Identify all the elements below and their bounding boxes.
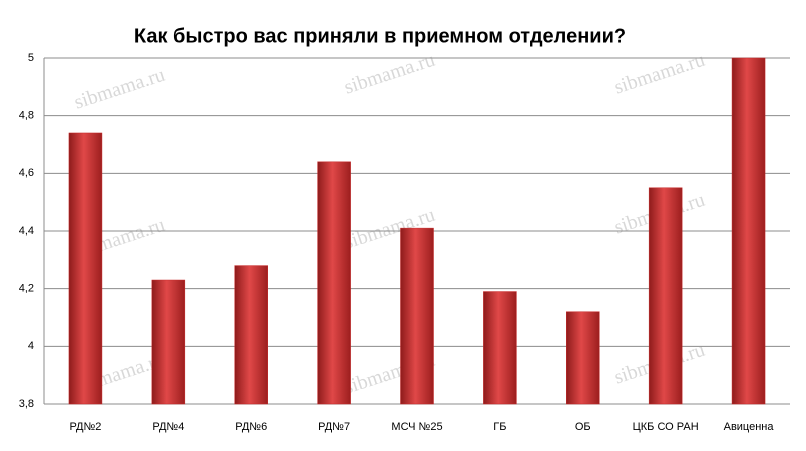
watermark: sibmama.ru: [612, 49, 708, 99]
bar: [731, 57, 766, 405]
watermark: sibmama.ru: [342, 49, 438, 99]
y-tick-label: 4,6: [19, 167, 34, 179]
y-tick-label: 5: [28, 52, 34, 64]
y-tick-label: 4,4: [19, 225, 34, 237]
watermark: sibmama.ru: [72, 64, 168, 114]
x-tick-label: ОБ: [575, 421, 591, 433]
bar: [317, 161, 351, 405]
x-tick-label: РД№7: [318, 421, 350, 433]
x-tick-label: ГБ: [493, 421, 506, 433]
bar: [648, 187, 683, 405]
bar: [151, 279, 186, 405]
x-tick-label: РД№6: [235, 421, 267, 433]
bar: [566, 311, 600, 405]
bar: [234, 265, 268, 405]
bar: [68, 132, 103, 405]
x-tick-label: МСЧ №25: [391, 421, 442, 433]
x-tick-label: РД№2: [69, 421, 101, 433]
y-tick-label: 4: [28, 340, 34, 352]
bar: [483, 291, 517, 405]
chart-title: Как быстро вас приняли в приемном отделе…: [134, 25, 626, 47]
x-tick-label: ЦКБ СО РАН: [633, 421, 699, 433]
y-tick-label: 4,8: [19, 110, 34, 122]
y-tick-label: 3,8: [19, 398, 34, 410]
x-tick-label: РД№4: [152, 421, 184, 433]
y-tick-label: 4,2: [19, 283, 34, 295]
x-tick-label: Авиценна: [724, 421, 775, 433]
bar: [400, 227, 434, 405]
